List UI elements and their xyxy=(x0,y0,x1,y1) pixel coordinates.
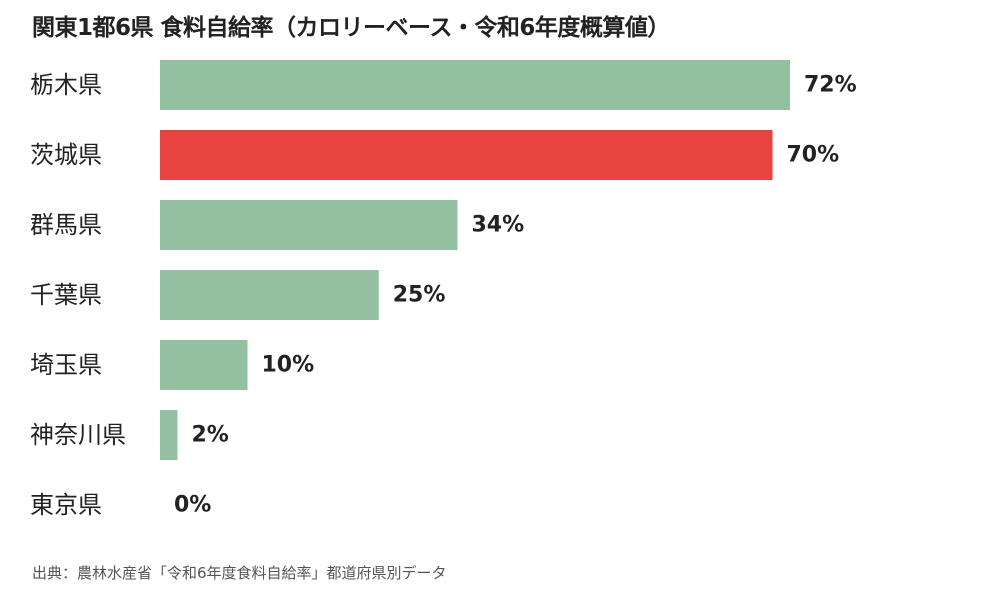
bar xyxy=(160,410,178,460)
value-label: 10% xyxy=(262,353,315,378)
category-label: 東京県 xyxy=(30,491,102,519)
category-label: 千葉県 xyxy=(30,281,102,309)
bar xyxy=(160,60,790,110)
value-label: 72% xyxy=(804,73,857,98)
category-label: 茨城県 xyxy=(30,141,102,169)
category-label: 栃木県 xyxy=(30,71,102,99)
category-label: 埼玉県 xyxy=(30,351,102,379)
value-label: 0% xyxy=(174,493,211,518)
bar xyxy=(160,270,379,320)
bar xyxy=(160,340,248,390)
value-label: 2% xyxy=(192,423,229,448)
value-label: 25% xyxy=(393,283,446,308)
value-label: 34% xyxy=(472,213,525,238)
category-label: 群馬県 xyxy=(30,211,102,239)
category-label: 神奈川県 xyxy=(30,421,126,449)
chart-title: 関東1都6県 食料自給率（カロリーベース・令和6年度概算値） xyxy=(32,15,670,41)
value-label: 70% xyxy=(787,143,840,168)
bar xyxy=(160,130,773,180)
source-note: 出典：農林水産省「令和6年度食料自給率」都道府県別データ xyxy=(32,564,447,582)
bar xyxy=(160,200,458,250)
